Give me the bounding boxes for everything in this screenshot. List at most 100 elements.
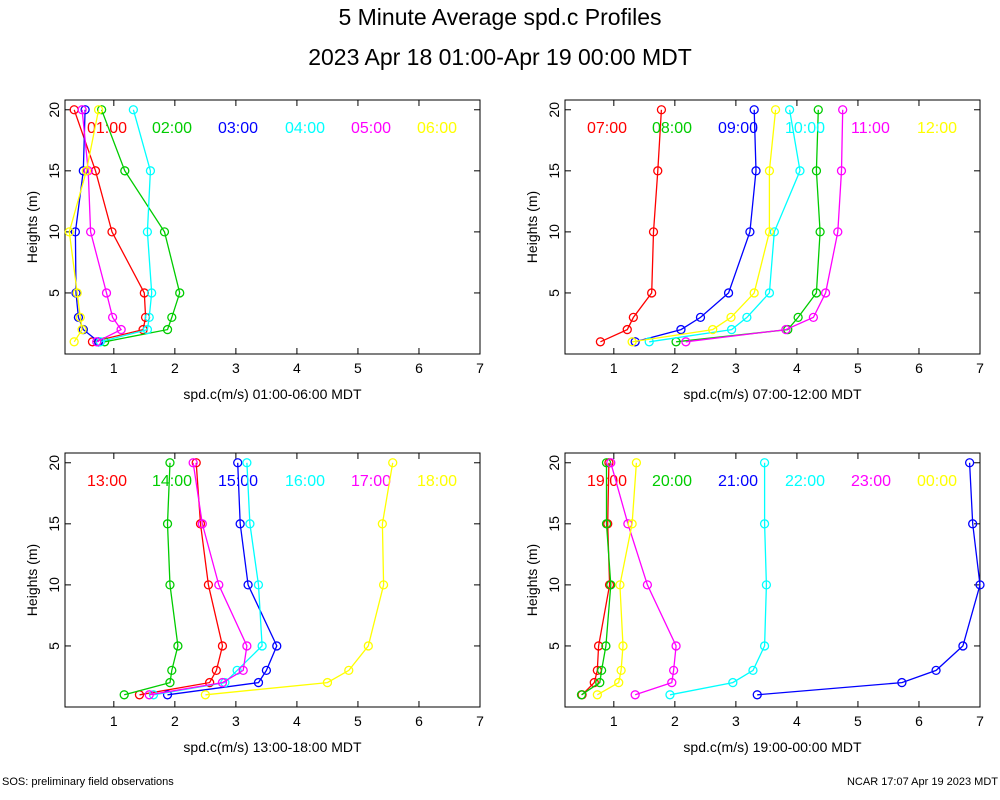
data-point [235,519,245,529]
data-point [363,641,373,651]
data-point [96,105,107,115]
data-point [764,227,775,237]
legend-label: 01:00 [87,120,127,137]
data-point [667,677,677,688]
data-point [197,519,207,529]
x-tick-label: 2 [171,360,179,376]
data-point [217,641,228,651]
panel-2: 1 2 3 4 5 6 7 5 10 15 20 spd.c(m/s) 07:00-12:00 MDT… [524,99,984,402]
data-point [165,677,175,688]
data-point [749,288,759,298]
legend-label: 14:00 [152,473,192,490]
data-point [759,458,770,468]
data-point [95,337,106,347]
y-tick-label: 20 [546,455,562,471]
data-point [601,641,611,651]
x-tick-label: 4 [293,713,301,729]
data-point [964,458,975,468]
x-tick-label: 1 [110,360,118,376]
series-line [100,109,181,343]
x-tick-label: 4 [293,360,301,376]
data-point [90,166,101,176]
series-0800 [671,105,825,347]
data-point [630,337,640,347]
series-line [205,462,394,696]
chart-title: 5 Minute Average spd.c Profiles [338,4,662,30]
series-1900 [577,458,615,700]
data-point [162,324,173,335]
data-point [200,690,211,700]
y-tick-label: 20 [46,102,62,118]
legend-label: 08:00 [652,120,692,137]
x-tick-label: 3 [732,713,740,729]
data-point [261,665,272,676]
y-axis-label: Heights (m) [524,191,540,263]
data-point [644,337,654,347]
data-point [175,288,185,298]
data-point [627,337,637,347]
data-point [77,324,87,335]
series-0000 [592,458,642,700]
series-line [153,462,263,696]
x-axis-label: spd.c(m/s) 13:00-18:00 MDT [183,739,362,755]
data-point [752,690,762,700]
data-point [142,227,153,237]
legend-label: 13:00 [87,473,127,490]
data-point [214,580,224,590]
y-tick-label: 15 [46,516,62,532]
series-1300 [134,458,228,700]
series-0300 [70,105,104,347]
series-line [124,462,179,696]
data-point [975,580,985,590]
x-tick-label: 7 [976,360,984,376]
data-point [211,665,222,676]
x-tick-label: 1 [610,713,618,729]
legend-label: 07:00 [587,120,627,137]
data-point [167,312,177,323]
footer-note: SOS: preliminary field observations [2,776,174,788]
series-0400 [95,105,157,347]
data-point [77,105,87,115]
series-line [635,109,757,343]
data-point [253,580,264,590]
series-line [649,109,801,343]
series-line [669,462,768,696]
data-point [85,227,96,237]
data-point [344,665,354,676]
y-tick-label: 5 [546,289,562,297]
x-tick-label: 5 [354,713,362,729]
data-point [726,324,737,335]
data-point [808,312,819,323]
legend-label: 22:00 [785,473,825,490]
legend-label: 21:00 [718,473,758,490]
data-point [614,677,624,688]
data-point [761,580,772,590]
x-tick-label: 3 [732,360,740,376]
data-point [748,665,758,676]
data-point [242,641,252,651]
data-point [242,458,252,468]
y-tick-label: 20 [46,455,62,471]
series-1500 [162,458,282,700]
plot-frame [564,99,981,355]
data-point [92,337,102,347]
x-axis-label: spd.c(m/s) 01:00-06:00 MDT [183,386,362,402]
legend-label: 18:00 [417,473,457,490]
data-point [69,105,79,115]
data-point [836,166,847,176]
legend-label: 05:00 [351,120,391,137]
x-tick-label: 1 [110,713,118,729]
data-point [759,641,770,651]
data-point [618,641,628,651]
series-0500 [77,105,126,347]
data-point [191,458,201,468]
data-point [606,458,616,468]
y-tick-label: 10 [546,577,562,593]
legend-label: 23:00 [851,473,891,490]
x-tick-label: 7 [476,713,484,729]
series-line [581,462,612,696]
y-tick-label: 15 [546,516,562,532]
x-tick-label: 3 [232,713,240,729]
data-point [759,519,770,529]
series-0900 [630,105,761,347]
